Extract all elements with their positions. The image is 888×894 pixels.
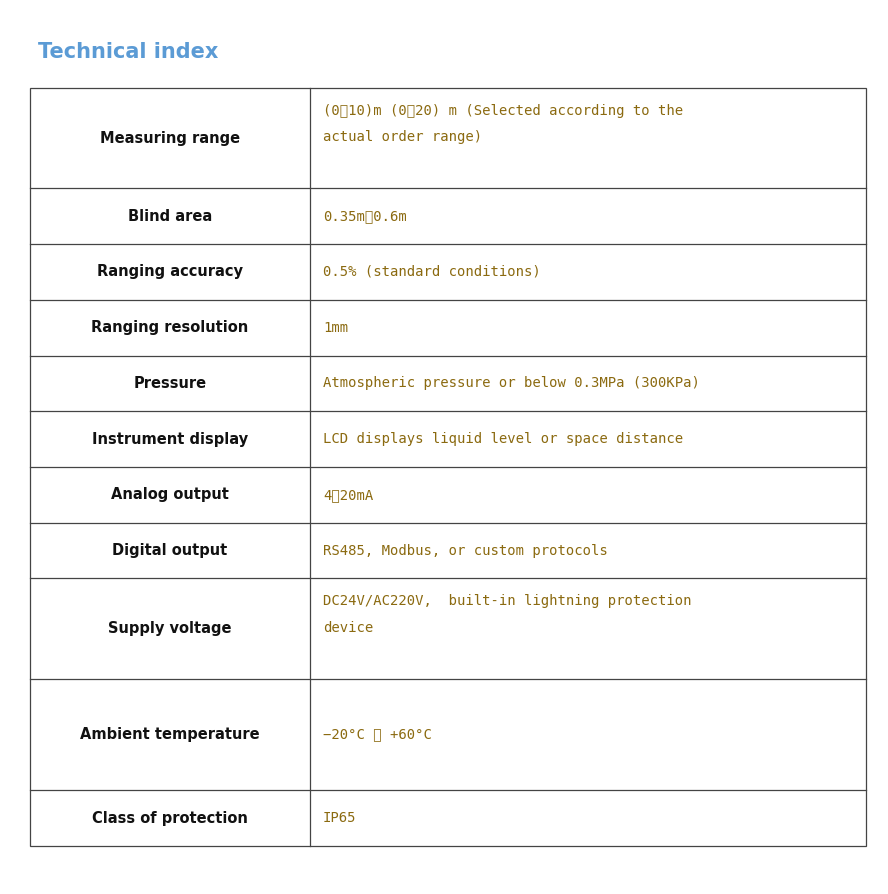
Text: 0.5% (standard conditions): 0.5% (standard conditions) (323, 265, 541, 279)
Text: Analog output: Analog output (111, 487, 229, 502)
Text: 0.35m～0.6m: 0.35m～0.6m (323, 209, 407, 224)
Text: IP65: IP65 (323, 811, 357, 825)
Text: Supply voltage: Supply voltage (108, 621, 232, 637)
Text: 1mm: 1mm (323, 321, 348, 334)
Bar (30, 88, 866, 846)
Text: Instrument display: Instrument display (92, 432, 248, 447)
Text: LCD displays liquid level or space distance: LCD displays liquid level or space dista… (323, 432, 683, 446)
Text: Ambient temperature: Ambient temperature (80, 727, 260, 742)
Text: Class of protection: Class of protection (92, 811, 248, 826)
Text: RS485, Modbus, or custom protocols: RS485, Modbus, or custom protocols (323, 544, 607, 558)
Text: DC24V/AC220V,  built-in lightning protection
device: DC24V/AC220V, built-in lightning protect… (323, 595, 692, 635)
Text: Ranging accuracy: Ranging accuracy (97, 265, 243, 280)
Text: Blind area: Blind area (128, 208, 212, 224)
Text: Ranging resolution: Ranging resolution (91, 320, 249, 335)
Text: Digital output: Digital output (113, 543, 227, 558)
Text: 4～20mA: 4～20mA (323, 488, 373, 502)
Text: (0～10)m (0～20) m (Selected according to the
actual order range): (0～10)m (0～20) m (Selected according to … (323, 104, 683, 144)
Text: Technical index: Technical index (38, 42, 218, 62)
Text: Measuring range: Measuring range (100, 131, 240, 146)
Text: Pressure: Pressure (133, 375, 207, 391)
Text: Atmospheric pressure or below 0.3MPa (300KPa): Atmospheric pressure or below 0.3MPa (30… (323, 376, 700, 391)
Text: −20°C ～ +60°C: −20°C ～ +60°C (323, 728, 432, 741)
